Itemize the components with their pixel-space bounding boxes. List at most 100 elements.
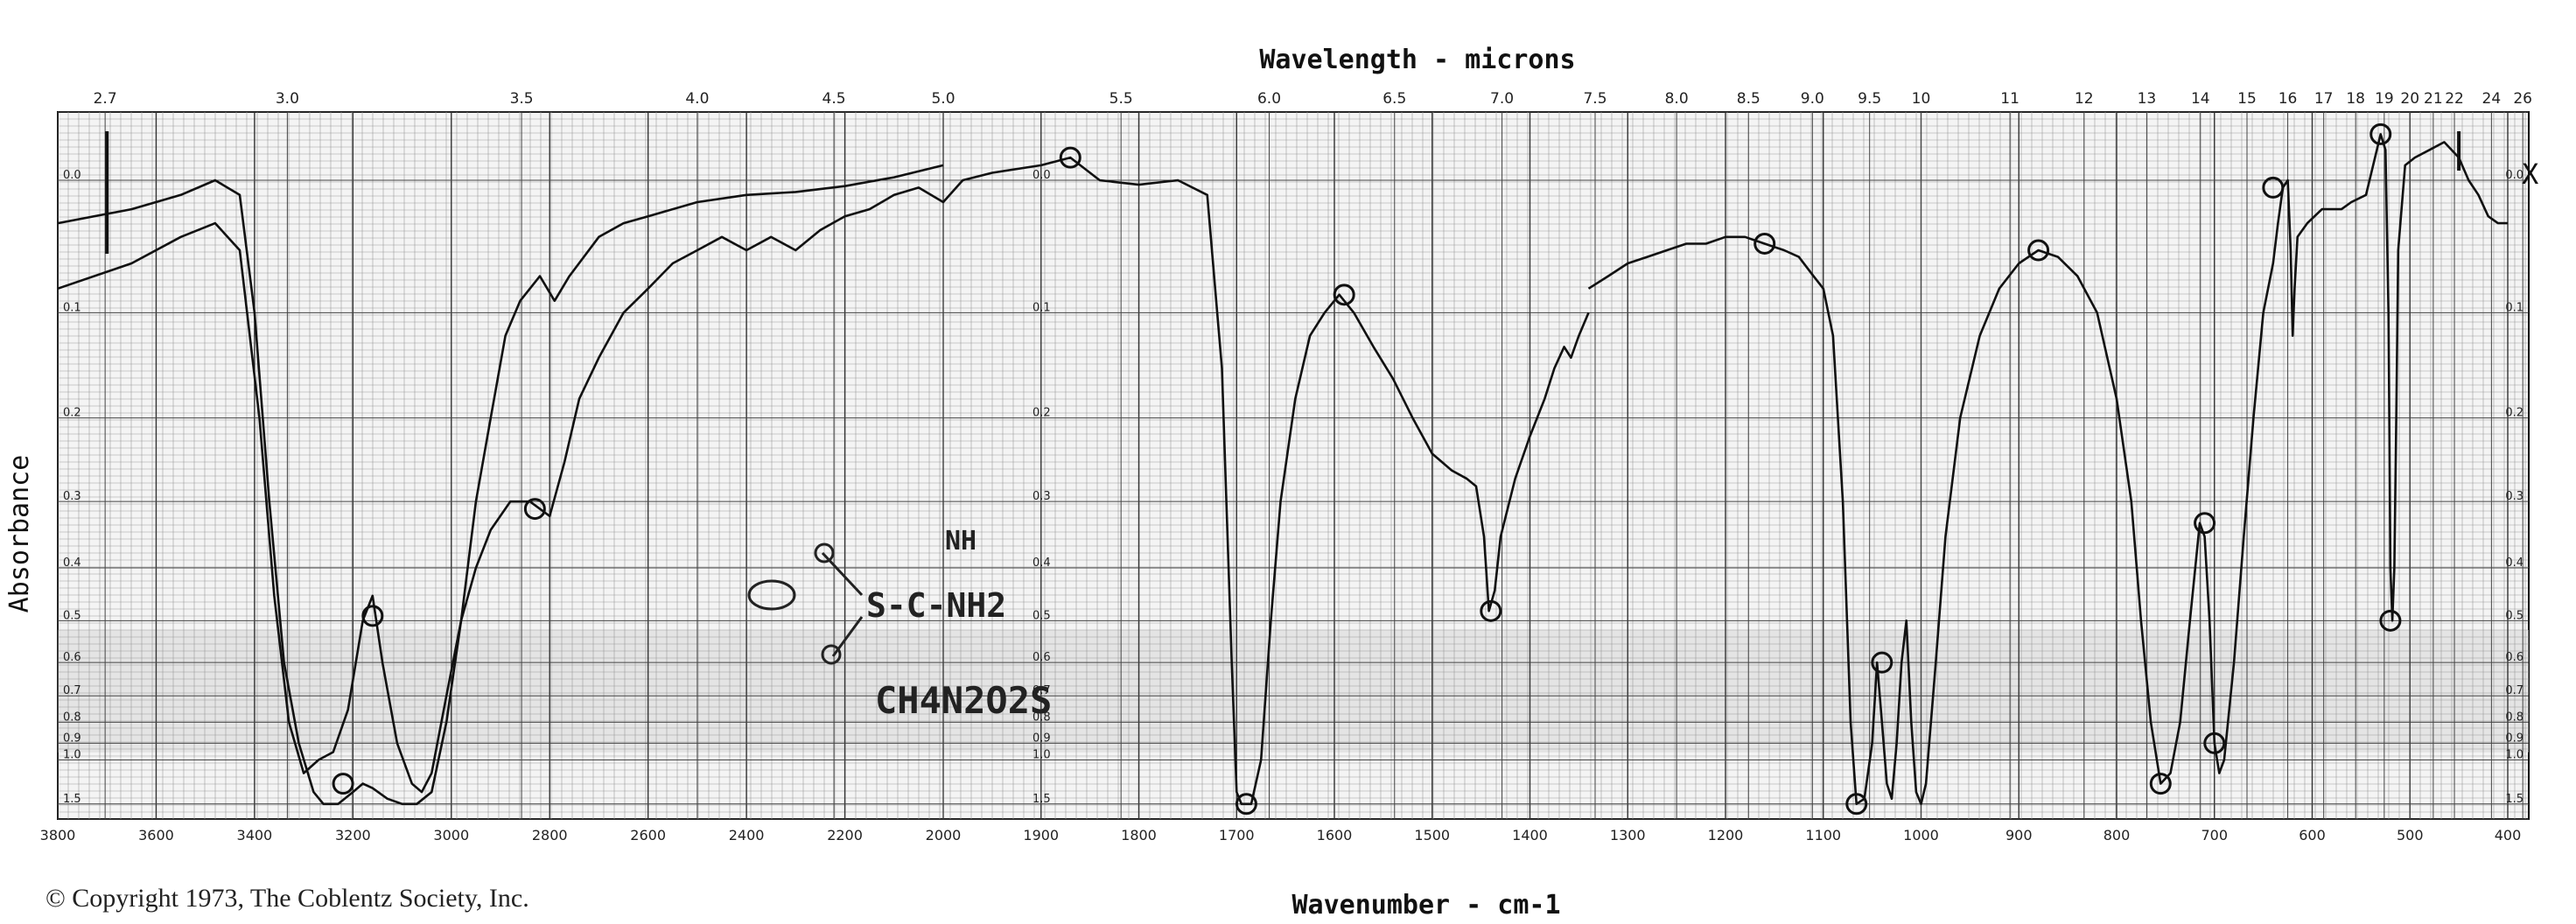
peak-circle — [2262, 176, 2285, 199]
absorbance-tick-label-mid: 0.2 — [1032, 407, 1051, 420]
wavenumber-tick-label: 400 — [2495, 827, 2522, 844]
absorbance-tick-label-right: 1.0 — [2505, 748, 2524, 761]
wavelength-tick-label: 3.0 — [276, 90, 299, 108]
wavelength-tick-label: 20 — [2400, 90, 2419, 108]
wavelength-tick-label: 18 — [2346, 90, 2365, 108]
spectrum-traces — [57, 133, 2508, 806]
wavenumber-tick-label: 3200 — [335, 827, 371, 844]
y-axis-label: Absorbance — [4, 455, 35, 613]
peak-circle — [2379, 609, 2402, 632]
structure-main-label: S-C-NH2 — [866, 586, 1006, 625]
absorbance-tick-label-right: 0.5 — [2505, 609, 2524, 622]
absorbance-ticks: 0.0 0.0 0.0 0.1 0.1 0.1 0.2 0.2 0.2 0.3 0.3 0.3 0.4 0… — [63, 169, 2524, 806]
wavelength-tick-label: 26 — [2513, 90, 2532, 108]
wavenumber-tick-label: 3400 — [237, 827, 273, 844]
wavenumber-tick-label: 2600 — [630, 827, 666, 844]
wavenumber-tick-label: 2800 — [532, 827, 568, 844]
wavenumber-tick-label: 2000 — [926, 827, 962, 844]
peak-circle — [523, 498, 546, 521]
absorbance-tick-label-right: 0.0 — [2505, 169, 2524, 182]
absorbance-tick-label-left: 0.4 — [63, 556, 81, 570]
peak-circle — [1333, 284, 1355, 306]
wavenumber-tick-label: 3000 — [433, 827, 469, 844]
wavenumber-tick-label: 1000 — [1903, 827, 1939, 844]
wavenumber-tick-label: 1600 — [1317, 827, 1353, 844]
absorbance-tick-label-mid: 0.0 — [1032, 169, 1051, 182]
wavelength-tick-label: 7.0 — [1490, 90, 1514, 108]
wavelength-tick-label: 5.0 — [931, 90, 955, 108]
wavelength-tick-label: 22 — [2445, 90, 2464, 108]
wavenumber-tick-label: 600 — [2299, 827, 2326, 844]
wavelength-tick-label: 19 — [2375, 90, 2394, 108]
absorbance-tick-label-right: 0.1 — [2505, 301, 2524, 314]
absorbance-tick-label-mid: 0.3 — [1032, 490, 1051, 503]
wavelength-tick-label: 11 — [2000, 90, 2020, 108]
wavenumber-tick-label: 3800 — [40, 827, 76, 844]
absorbance-tick-label-left: 1.5 — [63, 793, 81, 806]
absorbance-tick-label-right: 0.3 — [2505, 490, 2524, 503]
wavelength-tick-label: 10 — [1912, 90, 1931, 108]
wavenumber-tick-label: 2400 — [729, 827, 765, 844]
wavelength-tick-label: 4.5 — [822, 90, 846, 108]
wavelength-tick-label: 6.0 — [1257, 90, 1281, 108]
structure-top-label: NH — [945, 526, 976, 556]
wavelength-ticks: 2.7 3.0 3.5 4.0 4.5 5.0 5.5 6.0 6.5 7.0 7.5 8.0 8.5 9… — [94, 90, 2532, 108]
absorbance-tick-label-right: 0.4 — [2505, 556, 2524, 570]
major-grid — [57, 112, 2529, 819]
copyright-notice: © Copyright 1973, The Coblentz Society, … — [46, 884, 529, 913]
wavelength-tick-label: 8.5 — [1737, 90, 1760, 108]
absorbance-tick-label-mid: 0.8 — [1032, 710, 1051, 724]
absorbance-tick-label-mid: 0.7 — [1032, 684, 1051, 697]
peak-circle — [2370, 122, 2392, 145]
x-axis-label: Wavenumber - cm-1 — [1292, 890, 1560, 920]
peak-circle — [1235, 793, 1257, 816]
absorbance-tick-label-left: 0.3 — [63, 490, 81, 503]
spectrum-trace-1 — [57, 164, 944, 806]
structure-o-lower — [821, 644, 842, 665]
peak-circle — [1059, 146, 1082, 169]
wavenumber-tick-label: 500 — [2397, 827, 2424, 844]
peak-circle — [1871, 651, 1894, 674]
absorbance-tick-label-left: 0.1 — [63, 301, 81, 314]
peak-circle — [2149, 773, 2172, 795]
formula-label: CH4N2O2S — [875, 679, 1052, 722]
wavenumber-tick-label: 2200 — [827, 827, 863, 844]
wavelength-tick-label: 3.5 — [510, 90, 534, 108]
spectrum-trace-2 — [57, 156, 1590, 806]
absorbance-tick-label-left: 0.5 — [63, 609, 81, 622]
wavelength-tick-label: 16 — [2278, 90, 2298, 108]
wavenumber-tick-label: 1400 — [1512, 827, 1548, 844]
peak-circle — [1480, 599, 1502, 622]
absorbance-tick-label-left: 0.8 — [63, 710, 81, 724]
peak-circle — [361, 605, 384, 627]
wavenumber-tick-label: 1700 — [1219, 827, 1255, 844]
wavelength-tick-label: 15 — [2237, 90, 2257, 108]
absorbance-tick-label-mid: 0.5 — [1032, 609, 1051, 622]
peak-circle — [2203, 732, 2226, 754]
peak-circle — [1845, 793, 1868, 816]
absorbance-tick-label-right: 1.5 — [2505, 793, 2524, 806]
wavenumber-tick-label: 900 — [2006, 827, 2033, 844]
wavenumber-ticks: 3800 3600 3400 3200 3000 2800 2600 2400 2200 2000… — [40, 827, 2522, 844]
absorbance-tick-label-left: 0.2 — [63, 407, 81, 420]
wavenumber-tick-label: 800 — [2104, 827, 2131, 844]
spectrum-trace-3 — [1587, 133, 2508, 806]
wavenumber-tick-label: 3600 — [138, 827, 174, 844]
absorbance-tick-label-right: 0.8 — [2505, 710, 2524, 724]
wavelength-tick-label: 7.5 — [1583, 90, 1606, 108]
wavelength-tick-label: 17 — [2314, 90, 2334, 108]
wavelength-tick-label: 12 — [2075, 90, 2094, 108]
absorbance-tick-label-left: 0.7 — [63, 684, 81, 697]
wavenumber-tick-label: 1900 — [1023, 827, 1059, 844]
wavelength-tick-label: 21 — [2424, 90, 2443, 108]
wavelength-tick-label: 2.7 — [94, 90, 117, 108]
absorbance-tick-label-left: 1.0 — [63, 748, 81, 761]
wavenumber-tick-label: 1500 — [1414, 827, 1450, 844]
wavelength-tick-label: 24 — [2482, 90, 2502, 108]
wavelength-tick-label: 9.5 — [1858, 90, 1881, 108]
absorbance-tick-label-mid: 0.1 — [1032, 301, 1051, 314]
wavelength-tick-label: 5.5 — [1110, 90, 1133, 108]
chart-title: Wavelength - microns — [1259, 45, 1575, 75]
wavelength-tick-label: 8.0 — [1665, 90, 1689, 108]
absorbance-tick-label-mid: 0.6 — [1032, 651, 1051, 664]
